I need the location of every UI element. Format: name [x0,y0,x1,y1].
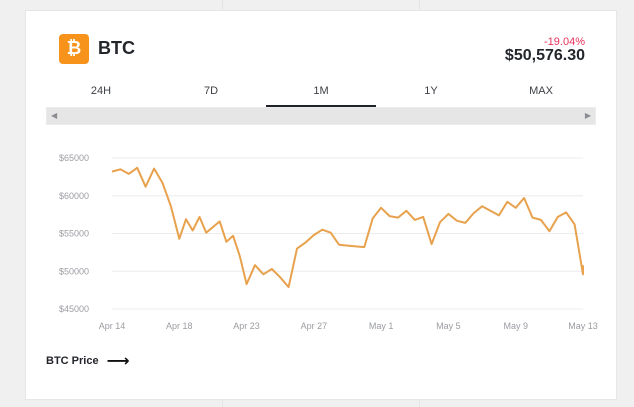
arrow-right-icon: ⟶ [106,351,130,370]
x-tick-label: May 1 [369,321,394,331]
tab-max[interactable]: MAX [529,85,553,97]
scroll-left-icon[interactable]: ◀ [51,111,58,120]
price-change: -19.04% [544,36,585,48]
x-tick-label: May 5 [436,321,461,331]
y-tick-label: $55000 [59,229,89,239]
price-line [111,166,584,289]
scroll-right-icon[interactable]: ▶ [584,111,591,120]
footer-label: BTC Price [46,355,99,367]
timeframe-tabs: 24H 7D 1M 1Y MAX [46,83,596,107]
x-tick-label: Apr 23 [233,321,260,331]
x-tick-label: Apr 27 [301,321,328,331]
x-tick-label: Apr 14 [99,321,126,331]
tab-1m[interactable]: 1M [266,83,376,107]
current-price: $50,576.30 [504,47,585,64]
chart-scrollbar[interactable]: ◀ ▶ [46,107,596,125]
y-tick-label: $60000 [59,191,89,201]
x-tick-label: Apr 18 [166,321,193,331]
bitcoin-logo-icon: ₿ [59,34,89,64]
y-tick-label: $65000 [59,153,89,163]
tab-7d[interactable]: 7D [203,85,219,97]
tab-24h[interactable]: 24H [90,85,112,97]
btc-price-chart: $45000$50000$55000$60000$65000 Apr 14 Apr… [59,153,598,331]
chart-grid [112,157,583,310]
y-tick-label: $50000 [59,266,89,276]
x-tick-label: May 9 [503,321,528,331]
price-chart-card: ₿ BTC -19.04% $50,576.30 24H 7D 1M 1Y MA… [25,10,617,400]
footer-link[interactable]: BTC Price ⟶ [46,351,130,370]
y-axis-ticks: $45000 $50000 $55000 $60000 $65000 [59,153,89,314]
x-tick-label: May 13 [568,321,598,331]
y-tick-label: $45000 [59,304,89,314]
coin-symbol: BTC [98,38,135,58]
bitcoin-glyph: ₿ [66,38,82,59]
x-axis-ticks: Apr 14 Apr 18 Apr 23 Apr 27 May 1 May 5 May 9 M… [99,321,598,331]
tab-1y[interactable]: 1Y [424,85,438,97]
